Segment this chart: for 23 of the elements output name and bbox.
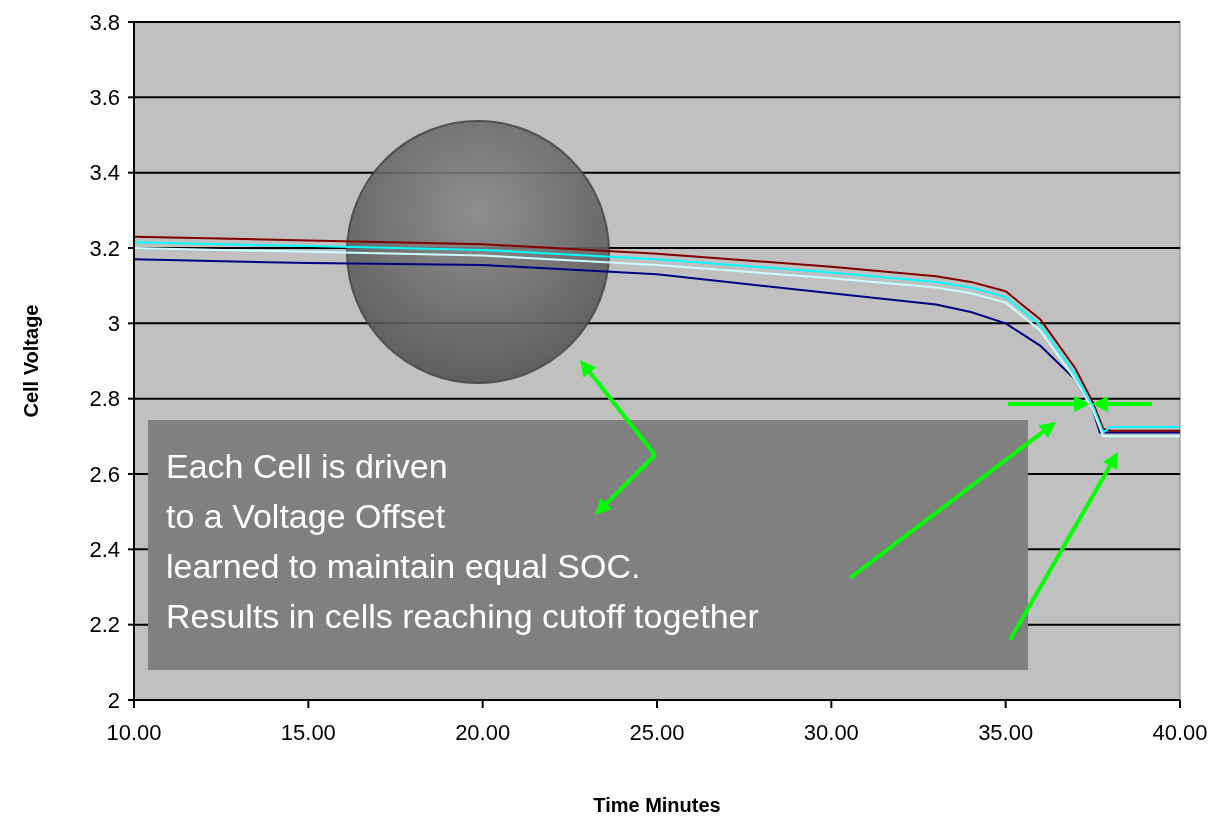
annotation: learned to maintain equal SOC. — [166, 547, 641, 585]
x-tick-label: 40.00 — [1152, 720, 1208, 745]
y-tick-label: 3.8 — [89, 9, 120, 35]
annotation: to a Voltage Offset — [166, 497, 446, 535]
x-tick-label: 35.00 — [978, 720, 1034, 745]
y-tick-label: 2.8 — [89, 386, 120, 412]
x-tick-label: 15.00 — [280, 720, 336, 745]
y-tick-label: 2.6 — [89, 461, 120, 487]
y-tick-label: 3 — [107, 311, 120, 337]
x-axis-title: Time Minutes — [593, 794, 721, 816]
y-axis-title: Cell Voltage — [20, 304, 42, 418]
y-tick-label: 2.4 — [89, 537, 120, 563]
annotation: Each Cell is driven — [166, 447, 448, 485]
x-tick-label: 30.00 — [803, 720, 859, 745]
x-tick-label: 10.00 — [106, 720, 162, 745]
y-tick-label: 3.4 — [89, 160, 120, 186]
annotation: Results in cells reaching cutoff together — [166, 597, 759, 635]
y-tick-label: 3.2 — [89, 235, 120, 261]
y-tick-label: 3.6 — [89, 85, 120, 111]
x-tick-label: 25.00 — [629, 720, 685, 745]
y-tick-label: 2 — [107, 687, 120, 713]
x-tick-label: 20.00 — [455, 720, 511, 745]
y-tick-label: 2.2 — [89, 612, 120, 638]
